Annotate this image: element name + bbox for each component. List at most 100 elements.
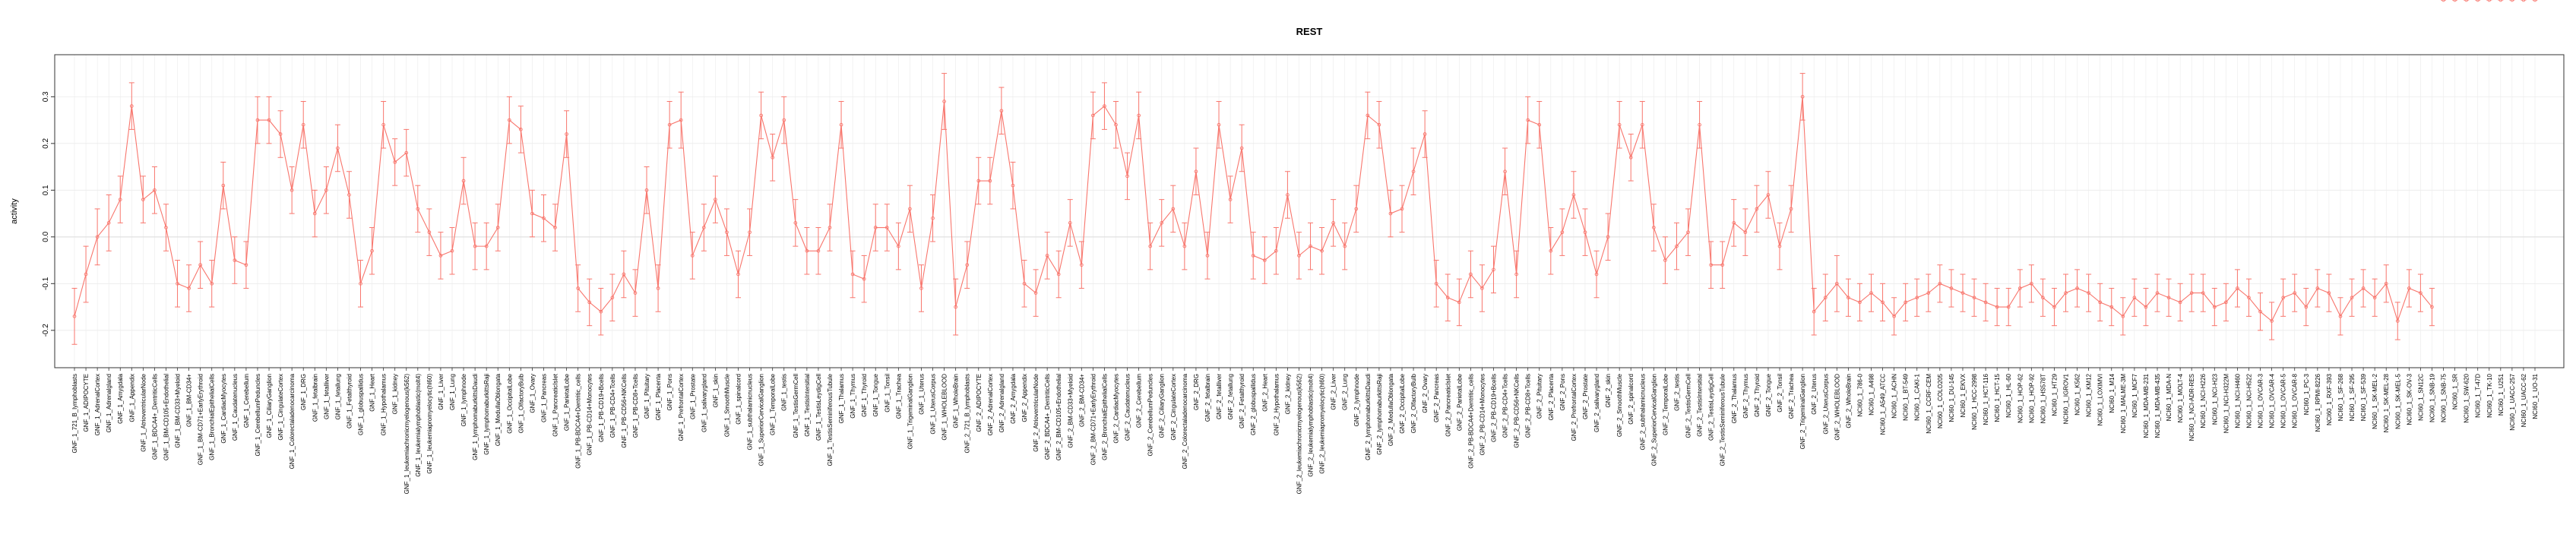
- data-point: [599, 309, 603, 314]
- y-axis: -0.2 -0.1 0.0 0.1 0.2 0.3: [42, 91, 55, 337]
- data-point-group: [723, 208, 729, 256]
- x-tick-label: GNF_1_AtrioventricularNode: [140, 373, 147, 451]
- x-tick-label: NCI60_1_RPMI-8226: [2315, 373, 2321, 432]
- data-point-group: [1308, 222, 1314, 270]
- x-tick-label: GNF_1_lymphomaburkittsRaji: [483, 374, 490, 455]
- data-point: [1068, 221, 1072, 225]
- data-point-group: [2452, 0, 2458, 2]
- data-point: [507, 118, 511, 122]
- data-point: [255, 118, 260, 122]
- data-point: [359, 281, 362, 286]
- data-point-group: [1159, 199, 1165, 247]
- data-point-group: [2280, 278, 2286, 317]
- data-point-group: [1582, 208, 1588, 256]
- x-tick-label: GNF_2_DRG: [1193, 374, 1200, 410]
- data-point-group: [964, 241, 970, 289]
- data-point: [1812, 309, 1816, 314]
- x-tick-label: GNF_1_leukemialymphoblastic(molt4): [415, 374, 422, 477]
- data-point: [2006, 305, 2011, 309]
- data-point: [748, 230, 752, 235]
- data-point-group: [918, 264, 924, 312]
- data-point-group: [140, 175, 146, 223]
- x-tick-label: GNF_1_Ovary: [529, 374, 536, 413]
- data-point: [1938, 281, 1942, 286]
- x-tick-label: GNF_1_TemporalLobe: [770, 373, 777, 435]
- x-tick-label: GNF_2_TrigeminalGanglion: [1799, 374, 1806, 449]
- data-point: [633, 291, 638, 295]
- data-point: [885, 226, 889, 229]
- data-point: [2395, 319, 2400, 323]
- data-point-group: [2177, 283, 2183, 322]
- data-point: [427, 230, 432, 235]
- data-point-group: [106, 194, 112, 251]
- x-tick-label: GNF_2_OlfactoryBulb: [1410, 373, 1417, 433]
- x-tick-label: GNF_1_UterusCorpus: [930, 374, 937, 435]
- y-tick-label: 0.1: [42, 185, 50, 195]
- data-point: [965, 263, 970, 267]
- x-tick-label: NCI60_1_HCT-116: [1983, 373, 1989, 425]
- data-point-group: [460, 157, 467, 205]
- x-tick-label: GNF_2_PB-CD56+NKCells: [1514, 374, 1521, 448]
- data-point: [2419, 291, 2423, 295]
- x-tick-label: GNF_2_ParietalLobe: [1456, 373, 1463, 431]
- data-point-group: [1067, 199, 1073, 247]
- data-point-group: [1673, 222, 1679, 270]
- data-point: [2075, 286, 2079, 290]
- data-point: [198, 263, 203, 267]
- data-point: [1663, 258, 1667, 262]
- data-point-group: [804, 227, 810, 275]
- x-tick-label: GNF_1_Caudatenucleus: [232, 374, 239, 441]
- data-point: [2236, 286, 2239, 290]
- data-point-group: [953, 278, 959, 336]
- data-point: [919, 286, 923, 290]
- data-point-group: [655, 264, 661, 312]
- data-point: [954, 305, 958, 309]
- x-tick-label: NCI60_1_MDA-MB-231: [2143, 373, 2150, 438]
- data-point-group: [312, 189, 318, 238]
- x-tick-label: GNF_1_CerebellumPeduncles: [255, 374, 261, 457]
- data-point: [1583, 230, 1587, 235]
- data-point: [484, 244, 489, 248]
- x-tick-label: GNF_2_Amygdala: [1010, 373, 1017, 423]
- data-point-group: [2131, 278, 2138, 317]
- data-point: [84, 272, 88, 277]
- x-tick-label: GNF_1_Pancreas: [540, 374, 547, 422]
- data-point-group: [987, 157, 993, 205]
- x-tick-label: NCI60_1_NCI-H460: [2234, 373, 2241, 428]
- data-point-group: [1559, 208, 1565, 256]
- x-tick-label: NCI60_1_NCI-ADR-RES: [2188, 374, 2195, 441]
- data-point-group: [2509, 0, 2515, 2]
- data-point-group: [1388, 189, 1394, 238]
- x-tick-label: GNF_1_Thalamus: [838, 374, 845, 423]
- data-point-group: [2498, 0, 2504, 2]
- x-tick-label: NCI60_1_HT29: [2051, 373, 2058, 416]
- data-point-group: [1170, 185, 1176, 233]
- data-point: [2178, 300, 2182, 305]
- x-tick-label: NCI60_1_SF-268: [2337, 373, 2344, 421]
- data-point-group: [609, 274, 616, 322]
- data-point: [2281, 296, 2286, 300]
- x-tick-label: NCI60_1_MALME-3M: [2120, 374, 2127, 434]
- data-point-group: [850, 250, 856, 299]
- data-point-group: [426, 208, 432, 256]
- x-tick-label: GNF_1_MedullaOblongata: [495, 373, 502, 446]
- x-tick-label: GNF_1_Heart: [369, 373, 376, 412]
- x-tick-label: GNF_2_skin: [1605, 374, 1612, 407]
- data-point: [736, 272, 740, 277]
- data-point: [553, 226, 557, 229]
- data-point: [690, 254, 695, 258]
- data-point-group: [644, 166, 650, 214]
- data-point: [2338, 315, 2343, 318]
- data-point-group: [2120, 297, 2126, 336]
- data-point: [1400, 207, 1404, 211]
- x-tick-label: GNF_1_fetalliver: [323, 374, 330, 419]
- x-tick-label: GNF_1_BM-CD71+EarlyErythroid: [198, 374, 204, 465]
- x-tick-label: GNF_2_BM-CD34+: [1078, 374, 1085, 427]
- x-tick-label: GNF_1_Hypothalamus: [381, 374, 388, 435]
- data-point: [495, 226, 500, 229]
- x-tick-label: NCI60_1_SW-620: [2464, 373, 2470, 422]
- data-point: [1171, 207, 1176, 211]
- data-point: [519, 128, 523, 131]
- data-point-group: [2074, 269, 2081, 308]
